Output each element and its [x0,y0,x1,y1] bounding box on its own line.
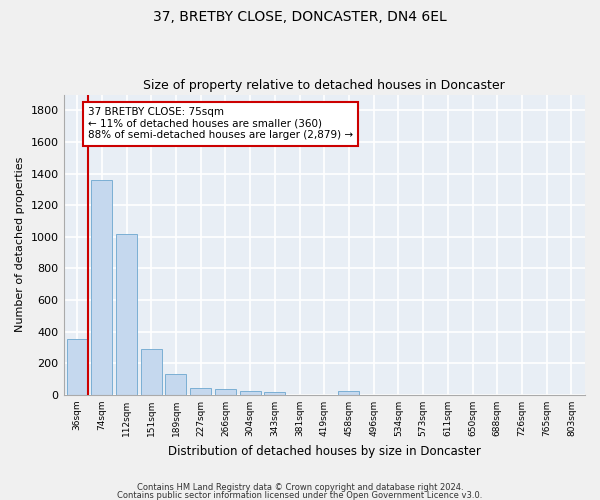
Y-axis label: Number of detached properties: Number of detached properties [15,157,25,332]
X-axis label: Distribution of detached houses by size in Doncaster: Distribution of detached houses by size … [168,444,481,458]
Title: Size of property relative to detached houses in Doncaster: Size of property relative to detached ho… [143,79,505,92]
Bar [338,391,359,395]
Text: 37 BRETBY CLOSE: 75sqm
← 11% of detached houses are smaller (360)
88% of semi-de: 37 BRETBY CLOSE: 75sqm ← 11% of detached… [88,107,353,140]
Text: 37, BRETBY CLOSE, DONCASTER, DN4 6EL: 37, BRETBY CLOSE, DONCASTER, DN4 6EL [153,10,447,24]
Bar [166,374,187,395]
Bar [141,349,162,395]
Bar [239,391,260,395]
Text: Contains HM Land Registry data © Crown copyright and database right 2024.: Contains HM Land Registry data © Crown c… [137,484,463,492]
Text: Contains public sector information licensed under the Open Government Licence v3: Contains public sector information licen… [118,490,482,500]
Bar [265,392,286,395]
Bar [91,180,112,395]
Bar [67,339,88,395]
Bar [190,388,211,395]
Bar [215,390,236,395]
Bar [116,234,137,395]
